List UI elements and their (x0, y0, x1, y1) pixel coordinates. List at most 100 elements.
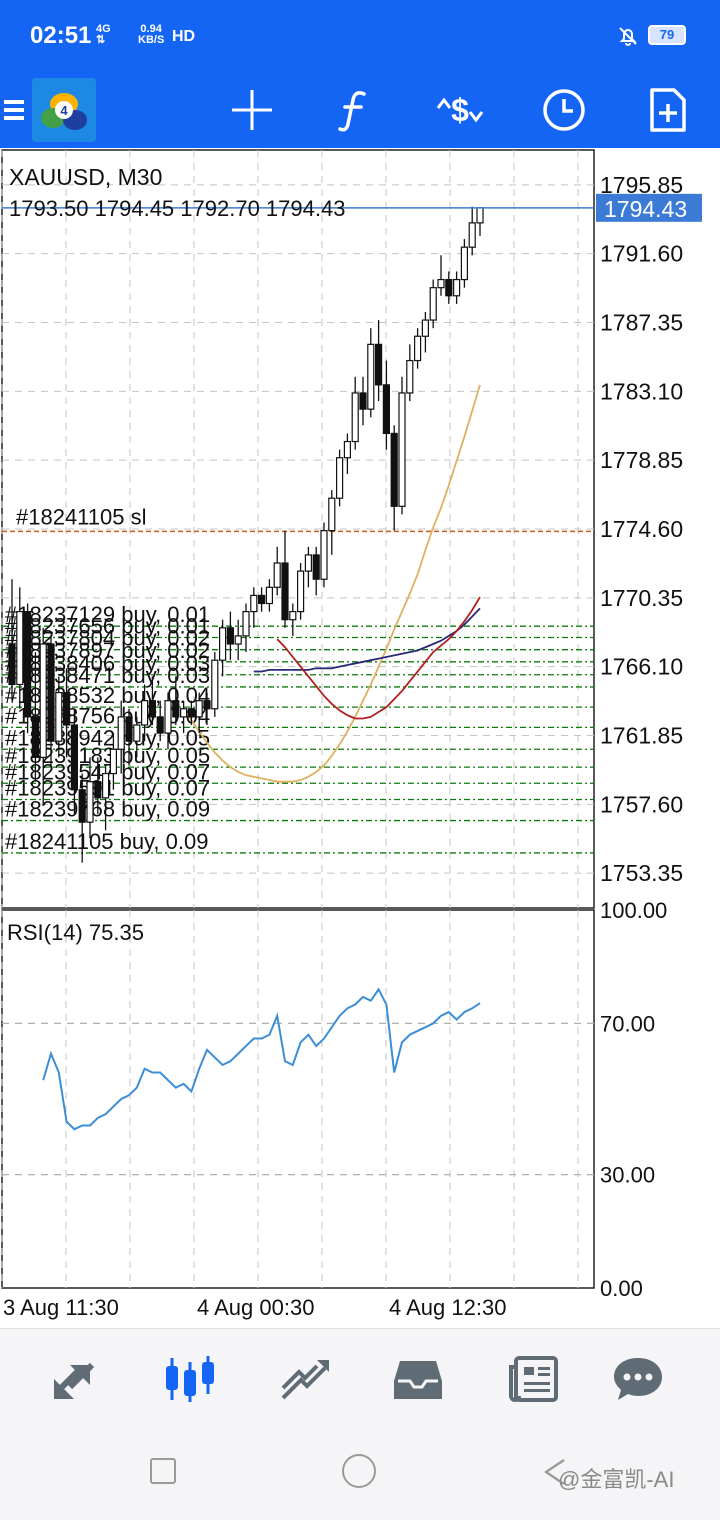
candle-body (203, 700, 211, 710)
rsi-axis-label: 70.00 (600, 1011, 655, 1036)
current-price-tag (596, 193, 702, 222)
time-axis-label: 4 Aug 00:30 (197, 1295, 314, 1320)
recents-button[interactable] (150, 1458, 176, 1484)
candle-body (468, 222, 476, 248)
rsi-axis-label: 30.00 (600, 1163, 655, 1188)
chart-icon[interactable] (158, 1349, 222, 1409)
timeframe-icon[interactable] (532, 78, 596, 142)
system-nav-bar: @金富凯-AI (0, 1428, 720, 1520)
indicators-icon[interactable] (322, 78, 386, 142)
toolbar: 4 $ (0, 72, 720, 148)
buy-order-label: #18237129 buy, 0.01 (5, 602, 210, 627)
candle-body (109, 748, 118, 775)
candle-body (445, 278, 453, 297)
crosshair-icon[interactable] (220, 78, 284, 142)
candle-body (250, 594, 258, 613)
candle-body (195, 700, 203, 718)
back-button[interactable] (540, 1456, 570, 1488)
news-icon[interactable] (502, 1349, 566, 1409)
candle-body (187, 708, 195, 718)
candle-body (8, 643, 16, 686)
candle-body (273, 562, 281, 588)
candle-body (172, 700, 180, 718)
rsi-line (42, 987, 481, 1131)
buy-order-label: #18239768 buy, 0.09 (5, 797, 210, 822)
rsi-panel (1, 909, 595, 1289)
candle-body (226, 627, 234, 645)
candle-body (86, 781, 94, 823)
candle-body (234, 635, 242, 645)
candle-body (343, 440, 351, 459)
candle-body (101, 772, 110, 799)
candle-body (289, 611, 297, 621)
history-icon[interactable] (386, 1349, 450, 1409)
price-axis-label: 1774.60 (600, 516, 683, 542)
candle-body (328, 497, 336, 532)
quotes-icon[interactable] (42, 1349, 106, 1409)
buy-order-label: #18239183 buy, 0.05 (5, 743, 210, 768)
candle-body (133, 724, 141, 742)
price-axis-label: 1791.60 (600, 241, 683, 267)
app-logo[interactable]: 4 (32, 78, 96, 142)
candle-body (117, 716, 125, 750)
trade-icon[interactable] (272, 1349, 336, 1409)
candle-body (47, 643, 55, 742)
candle-body (406, 359, 414, 394)
price-axis-label: 1770.35 (600, 585, 683, 611)
battery-icon: 79 (648, 25, 686, 45)
bell-off-icon (619, 27, 637, 46)
speed-value: 0.94 (140, 23, 162, 35)
candle-body (125, 716, 133, 742)
rsi-title: RSI(14) 75.35 (7, 920, 144, 945)
chart-ohlc-values: 1793.50 1794.45 1792.70 1794.43 (9, 196, 345, 221)
time-axis-label: 3 Aug 11:30 (3, 1295, 119, 1320)
candle-body (78, 789, 86, 823)
candle-body (414, 335, 422, 362)
candle-body (164, 700, 172, 734)
chart-symbol-title: XAUUSD, M30 (9, 164, 162, 190)
candle-body (211, 659, 219, 710)
candle-body (304, 554, 312, 572)
hd-indicator: HD (172, 28, 196, 45)
chat-icon[interactable] (606, 1349, 670, 1409)
candle-body (453, 278, 461, 297)
candle-body (320, 530, 328, 580)
candle-body (265, 586, 273, 605)
candle-body (359, 392, 367, 410)
bottom-nav (0, 1328, 720, 1429)
price-chart[interactable]: 1795.85 1791.60 1787.35 1783.10 1778.85 1774.… (0, 148, 720, 1328)
price-axis-label: 1795.85 (600, 172, 683, 198)
chart-area[interactable]: 1795.85 1791.60 1787.35 1783.10 1778.85 1774.… (0, 148, 720, 1328)
candle-body (258, 594, 266, 605)
moving-average-line (253, 607, 481, 673)
candle-body (62, 691, 71, 726)
candle-body (390, 432, 398, 507)
candle-body (39, 643, 47, 758)
candle-body (375, 343, 383, 386)
menu-icon[interactable] (0, 78, 30, 142)
price-axis-label: 1761.85 (600, 723, 683, 749)
candle-body (460, 246, 468, 281)
4g-signal-icon: ⇅ (96, 34, 106, 46)
status-bar: 02:51 4G ⇅ 0.94 KB/S HD 79 (0, 0, 720, 72)
status-time: 02:51 (30, 22, 92, 49)
buy-order-label: #18237656 buy, 0.01 (5, 614, 210, 639)
svg-text:$: $ (451, 92, 469, 128)
stop-loss-label: #18241105 sl (16, 504, 147, 529)
buy-order-label: #18241105 buy, 0.09 (5, 829, 208, 854)
candle-body (421, 319, 429, 337)
network-indicator: 4G ⇅ (96, 24, 111, 46)
time-axis-label: 4 Aug 12:30 (389, 1295, 506, 1320)
home-button[interactable] (342, 1454, 376, 1488)
candle-body (148, 700, 156, 718)
candle-body (24, 611, 32, 718)
candle-body (429, 287, 437, 321)
buy-order-label: #18237804 buy, 0.02 (5, 626, 210, 651)
symbols-icon[interactable]: $ (428, 78, 492, 142)
candle-body (336, 457, 344, 499)
candle-body (94, 781, 102, 799)
candle-body (70, 724, 79, 791)
candle-body (219, 627, 227, 661)
new-order-icon[interactable] (636, 78, 700, 142)
candle-body (351, 392, 359, 443)
